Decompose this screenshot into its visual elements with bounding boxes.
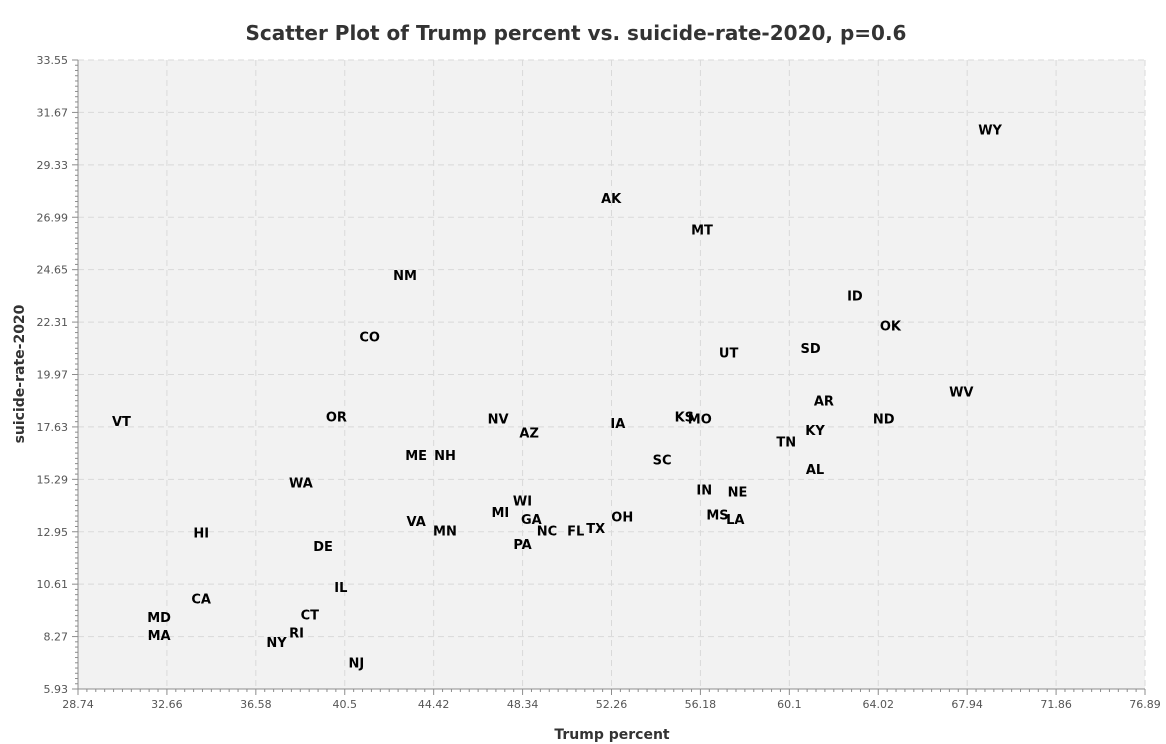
point-label-wi: WI (513, 495, 532, 510)
point-label-nh: NH (434, 449, 456, 464)
x-tick-label: 40.5 (333, 698, 358, 711)
point-label-mi: MI (491, 506, 509, 521)
point-label-sc: SC (653, 454, 672, 469)
point-label-ne: NE (728, 486, 748, 501)
point-label-nv: NV (488, 413, 509, 428)
point-label-de: DE (313, 540, 333, 555)
x-tick-label: 48.34 (507, 698, 539, 711)
point-label-ga: GA (521, 513, 542, 528)
point-label-ks: KS (675, 410, 694, 425)
y-tick-label: 22.31 (37, 316, 69, 329)
point-label-ut: UT (719, 347, 739, 362)
point-label-fl: FL (567, 524, 584, 539)
point-label-mo: MO (688, 413, 712, 428)
y-tick-label: 15.29 (37, 473, 69, 486)
point-label-or: OR (326, 410, 347, 425)
point-label-nm: NM (393, 269, 417, 284)
x-tick-label: 60.1 (777, 698, 802, 711)
x-tick-label: 44.42 (418, 698, 450, 711)
x-tick-label: 52.26 (596, 698, 628, 711)
point-label-tx: TX (586, 522, 605, 537)
point-label-ok: OK (880, 319, 902, 334)
axes (72, 59, 1146, 695)
grid-lines (78, 59, 1146, 689)
x-tick-label: 67.94 (951, 698, 983, 711)
point-label-hi: HI (193, 527, 209, 542)
point-label-mn: MN (433, 524, 457, 539)
point-label-ma: MA (148, 629, 171, 644)
point-label-ri: RI (289, 627, 304, 642)
point-label-mt: MT (691, 224, 713, 239)
point-label-wv: WV (949, 385, 973, 400)
point-label-ar: AR (814, 394, 834, 409)
point-label-vt: VT (112, 415, 131, 430)
point-label-va: VA (407, 515, 426, 530)
point-label-az: AZ (519, 426, 539, 441)
chart-title: Scatter Plot of Trump percent vs. suicid… (246, 21, 907, 45)
x-axis-title: Trump percent (554, 727, 670, 743)
point-label-wa: WA (289, 476, 313, 491)
y-tick-label: 31.67 (37, 106, 69, 119)
x-tick-label: 28.74 (62, 698, 94, 711)
x-tick-label: 56.18 (685, 698, 717, 711)
y-tick-label: 10.61 (37, 578, 69, 591)
point-label-ct: CT (301, 609, 320, 624)
point-label-md: MD (147, 611, 171, 626)
point-label-sd: SD (801, 342, 821, 357)
x-tick-label: 32.66 (151, 698, 183, 711)
y-tick-label: 33.55 (37, 54, 69, 67)
y-tick-label: 24.65 (37, 264, 69, 277)
y-tick-label: 26.99 (37, 211, 69, 224)
point-label-ak: AK (601, 192, 622, 207)
point-label-al: AL (806, 463, 824, 478)
point-label-nj: NJ (348, 656, 364, 671)
x-tick-label: 64.02 (863, 698, 895, 711)
point-label-in: IN (696, 483, 712, 498)
point-label-la: LA (726, 513, 744, 528)
y-tick-label: 8.27 (44, 631, 69, 644)
x-tick-label: 76.89 (1129, 698, 1161, 711)
tick-labels: 28.74 32.66 36.58 40.5 44.42 48.34 52.26 56.18 6… (37, 54, 1161, 711)
point-label-me: ME (405, 449, 427, 464)
y-axis-title: suicide-rate-2020 (12, 304, 28, 443)
y-tick-label: 12.95 (37, 526, 69, 539)
point-label-pa: PA (513, 538, 531, 553)
point-label-ky: KY (805, 424, 825, 439)
point-label-nd: ND (873, 413, 895, 428)
point-label-ms: MS (706, 508, 728, 523)
point-label-nc: NC (537, 524, 557, 539)
y-tick-label: 5.93 (44, 683, 69, 696)
point-label-id: ID (847, 290, 863, 305)
point-label-co: CO (359, 331, 380, 346)
y-tick-label: 29.33 (37, 159, 69, 172)
point-label-ca: CA (191, 593, 211, 608)
x-tick-label: 36.58 (240, 698, 272, 711)
point-label-ia: IA (610, 417, 625, 432)
y-tick-label: 19.97 (37, 369, 69, 382)
point-label-wy: WY (978, 123, 1002, 138)
point-label-oh: OH (611, 511, 633, 526)
y-tick-label: 17.63 (37, 421, 69, 434)
point-label-ny: NY (266, 636, 287, 651)
x-tick-label: 71.86 (1040, 698, 1072, 711)
point-label-tn: TN (776, 435, 796, 450)
point-label-il: IL (334, 581, 347, 596)
